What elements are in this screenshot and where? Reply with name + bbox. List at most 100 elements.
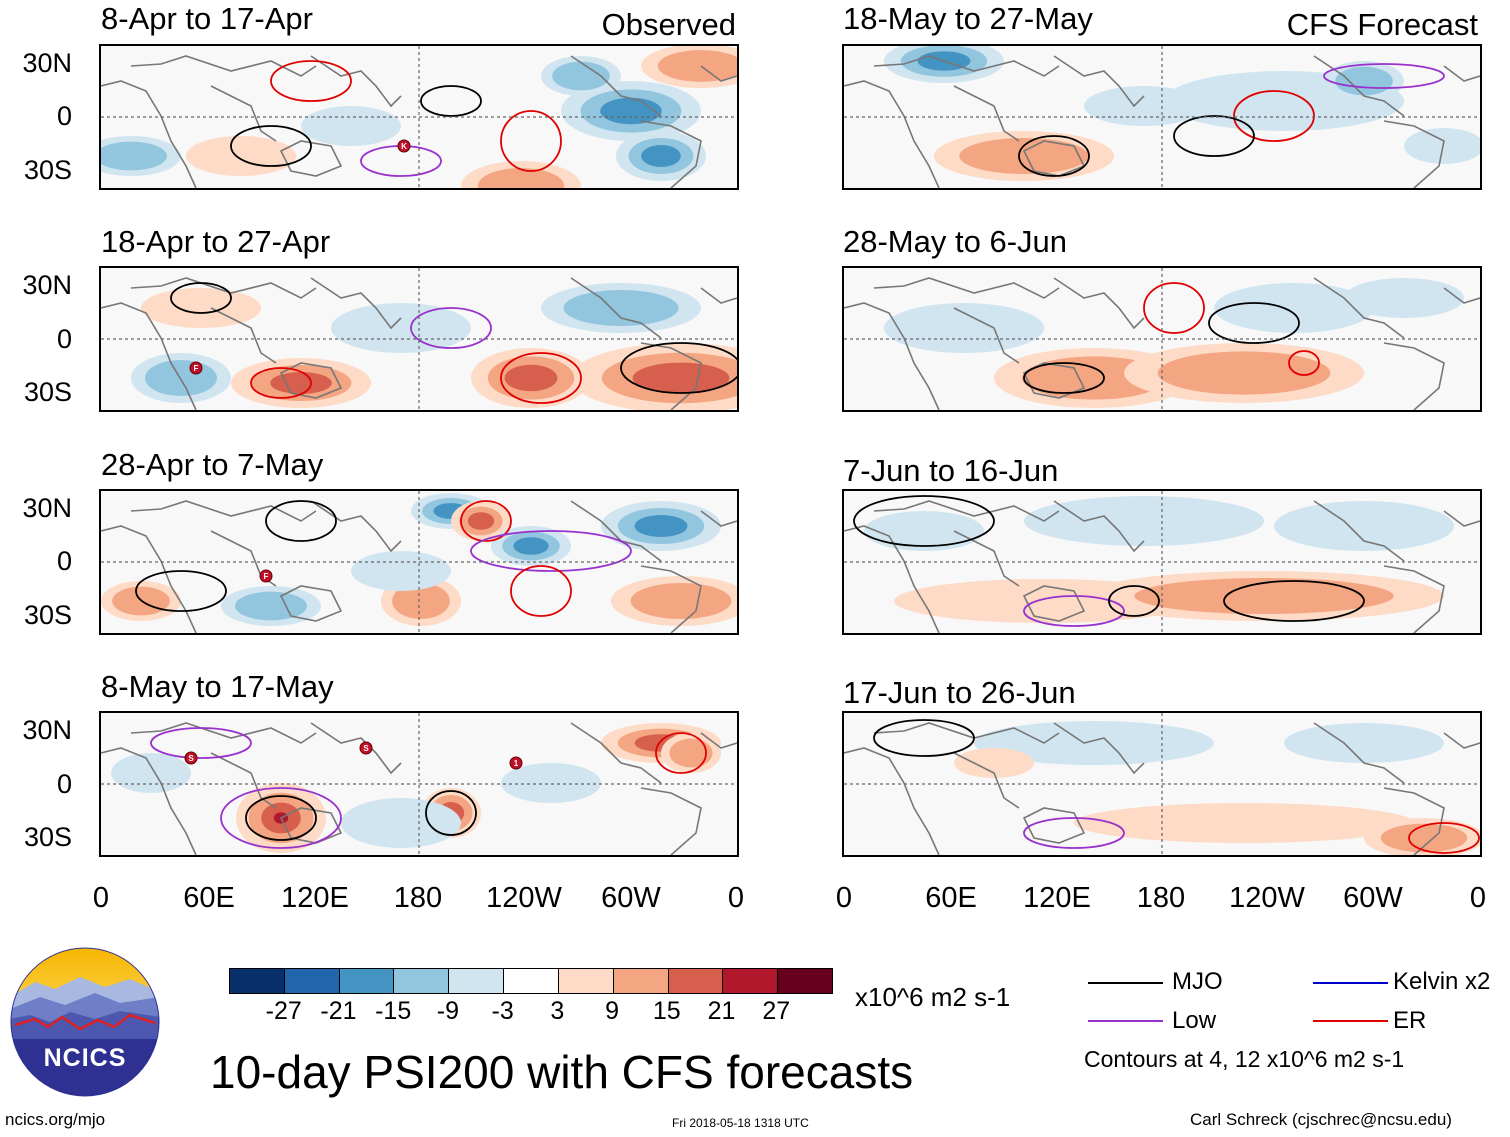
positive-anomaly (467, 512, 495, 530)
coastline (873, 277, 1060, 299)
negative-anomaly (1404, 128, 1480, 164)
colorbar-swatch (557, 969, 613, 993)
xlabel-180: 180 (393, 882, 443, 914)
storm-marker: S (184, 751, 198, 765)
main-title: 10-day PSI200 with CFS forecasts (210, 1046, 914, 1098)
xlabel-60w-r: 60W (1343, 882, 1403, 914)
low-contour (150, 727, 252, 759)
coastline (640, 342, 702, 410)
low-contour (220, 787, 342, 849)
er-contour (510, 565, 572, 617)
negative-anomaly (552, 61, 610, 91)
xlabel-360: 0 (727, 882, 745, 914)
coastline (1053, 722, 1145, 775)
ylabel-0-p2: 0 (56, 324, 72, 354)
mjo-contour (1108, 585, 1160, 617)
panel-title-8: 17-Jun to 26-Jun (843, 675, 1076, 710)
positive-anomaly (632, 362, 730, 394)
positive-anomaly (186, 136, 296, 176)
xlabel-120w: 120W (486, 882, 562, 914)
mjo-contour (1223, 580, 1365, 622)
colorbar-swatch (448, 969, 504, 993)
coastline (130, 277, 317, 299)
mjo-contour (425, 790, 477, 836)
map-panel-1: K (99, 44, 739, 190)
coastline (640, 120, 702, 188)
positive-anomaly (1134, 578, 1394, 614)
er-legend-label: ER (1393, 1007, 1427, 1034)
positive-anomaly (392, 583, 450, 619)
er-contour (1288, 350, 1320, 376)
xlabel-60e: 60E (183, 882, 235, 914)
footer-timestamp: Fri 2018-05-18 1318 UTC (672, 1116, 809, 1130)
colorbar-tick: -9 (436, 997, 460, 1025)
map-panel-8 (842, 711, 1482, 857)
er-legend-line (1313, 1020, 1388, 1022)
coastline (873, 500, 1060, 522)
positive-anomaly (669, 738, 713, 768)
low-contour (410, 307, 492, 349)
er-contour (460, 500, 512, 542)
coastline (1313, 500, 1405, 562)
svg-text:F: F (264, 572, 269, 581)
coastline (1053, 277, 1145, 330)
footer-url[interactable]: ncics.org/mjo (5, 1110, 106, 1129)
positive-anomaly (657, 50, 737, 82)
negative-anomaly (235, 591, 307, 621)
map-panel-2: F (99, 266, 739, 412)
low-contour (1023, 817, 1125, 849)
mjo-contour (620, 342, 737, 394)
mjo-legend-label: MJO (1172, 968, 1223, 995)
map-panel-6 (842, 266, 1482, 412)
coastline (953, 307, 1020, 364)
coastline (1383, 120, 1445, 188)
panel-title-1: 8-Apr to 17-Apr (101, 1, 313, 36)
coastline (210, 752, 277, 809)
negative-anomaly (1024, 496, 1264, 546)
storm-marker: F (259, 569, 273, 583)
negative-anomaly (351, 551, 451, 591)
coastline (700, 732, 737, 749)
ylabel-30n-p1: 30N (22, 48, 72, 78)
coastline (640, 565, 702, 633)
mjo-contour (1173, 115, 1255, 157)
coastline (700, 65, 737, 82)
ylabel-0-p1: 0 (56, 101, 72, 131)
svg-text:F: F (194, 364, 199, 373)
map-canvas: S S 1 (101, 713, 737, 855)
map-panel-3: F (99, 489, 739, 635)
positive-anomaly (1074, 803, 1414, 843)
storm-marker: F (189, 361, 203, 375)
coastline (640, 787, 702, 855)
cfs-forecast-label: CFS Forecast (1286, 7, 1478, 42)
colorbar-swatch (777, 969, 832, 993)
coastline (873, 55, 1060, 77)
mjo-contour (873, 719, 975, 757)
positive-anomaly (1157, 351, 1331, 395)
map-canvas: K (101, 46, 737, 188)
coastline (1022, 362, 1086, 399)
negative-anomaly (641, 145, 681, 167)
colorbar-tick: 21 (707, 997, 736, 1025)
coastline (279, 585, 343, 622)
coastline (1022, 807, 1086, 844)
negative-anomaly (1284, 723, 1444, 763)
positive-anomaly (141, 288, 261, 328)
xlabel-0-r: 0 (835, 882, 853, 914)
positive-anomaly (477, 168, 565, 188)
negative-anomaly (101, 141, 167, 171)
mjo-contour (230, 125, 312, 167)
low-legend-label: Low (1172, 1007, 1217, 1034)
mjo-contour (420, 85, 482, 117)
colorbar-tick: 15 (652, 997, 681, 1025)
coastline (1383, 342, 1445, 410)
positive-anomaly (630, 583, 732, 619)
mjo-contour (853, 495, 995, 547)
colorbar-tick: 27 (762, 997, 791, 1025)
colorbar-swatch (283, 969, 339, 993)
coastline (570, 55, 662, 117)
svg-text:S: S (188, 754, 194, 763)
negative-anomaly (1274, 501, 1454, 551)
coastline (279, 807, 343, 844)
coastline (101, 302, 197, 410)
